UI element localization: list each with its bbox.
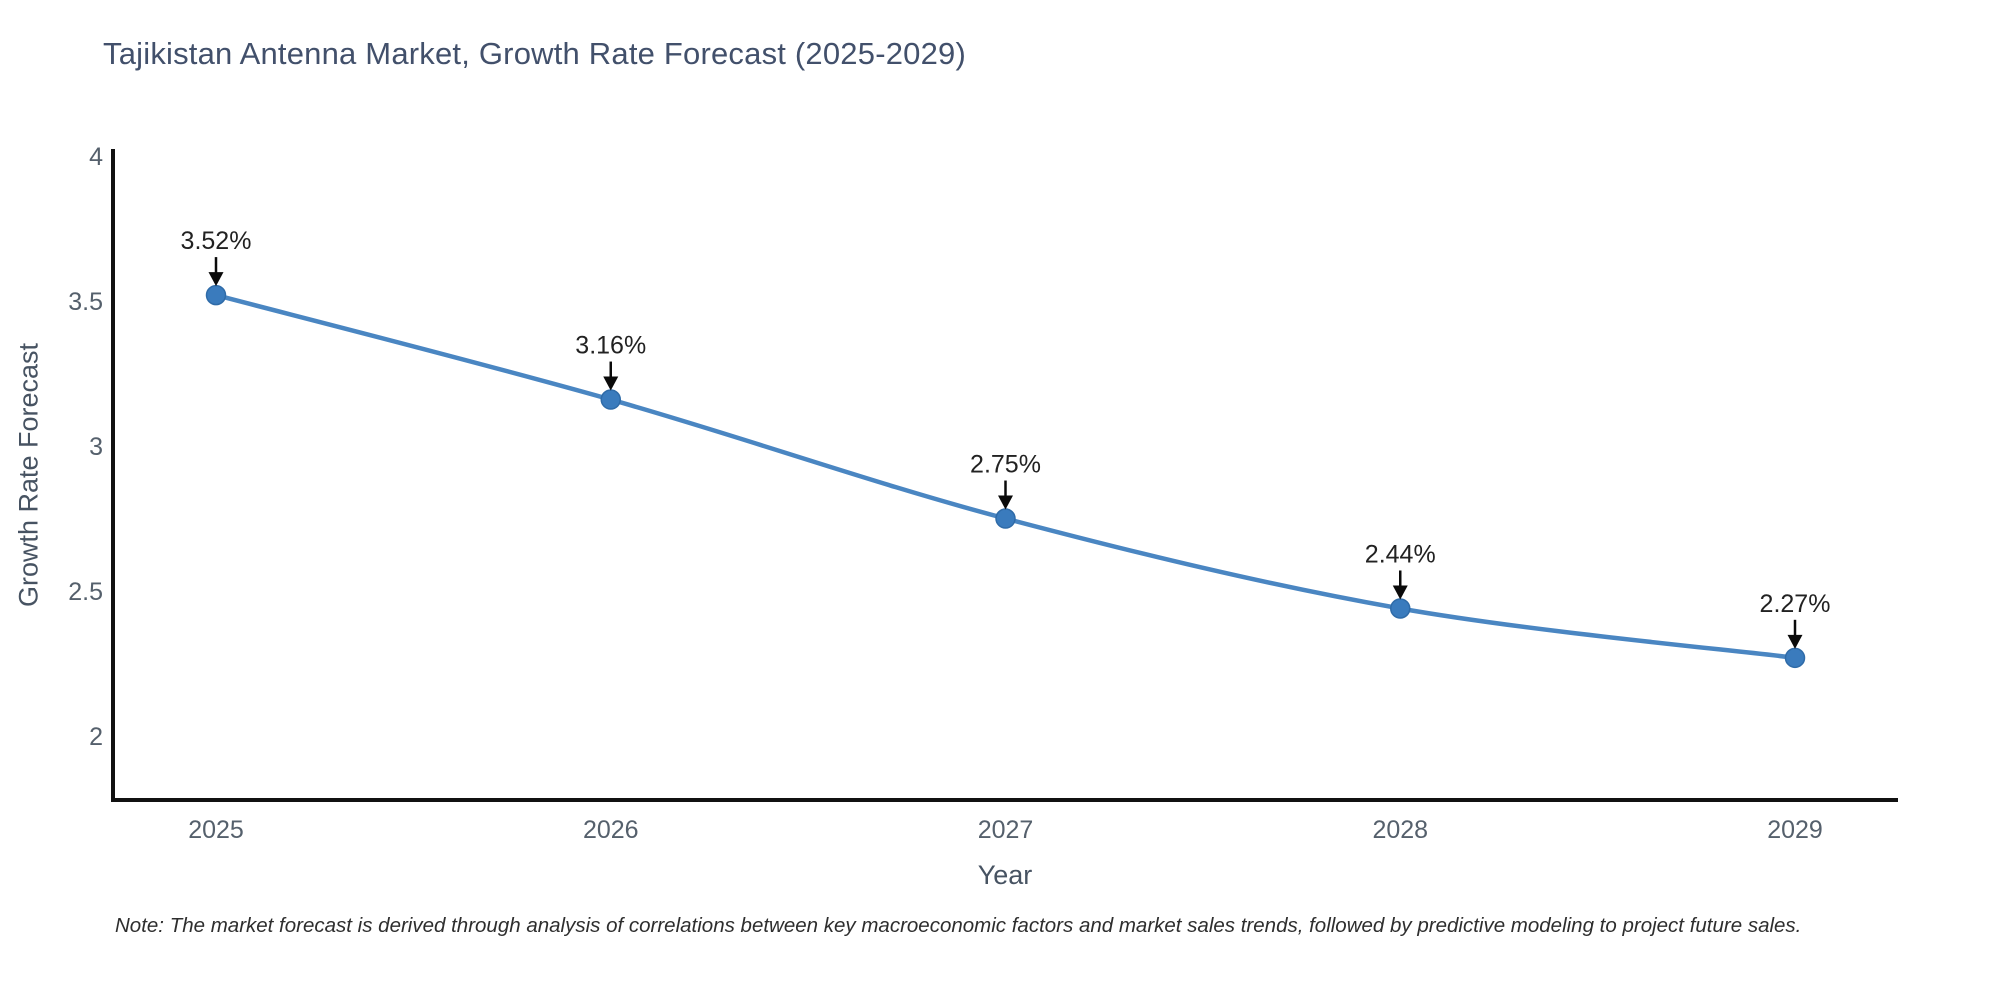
y-tick-label: 3 bbox=[89, 433, 103, 461]
annotation-label: 3.52% bbox=[181, 227, 252, 255]
annotation-arrow-head bbox=[603, 376, 619, 391]
x-tick-label: 2027 bbox=[978, 816, 1034, 844]
annotation-label: 2.27% bbox=[1760, 590, 1831, 618]
annotation-arrow-head bbox=[998, 495, 1013, 510]
data-point-marker bbox=[1784, 647, 1806, 669]
y-tick-label: 4 bbox=[89, 143, 103, 171]
annotation-arrow-head bbox=[1787, 634, 1803, 649]
data-point-marker bbox=[995, 508, 1016, 529]
annotation-arrow-head bbox=[1392, 585, 1408, 600]
x-tick-label: 2029 bbox=[1767, 816, 1823, 844]
chart-title: Tajikistan Antenna Market, Growth Rate F… bbox=[103, 36, 966, 71]
x-tick-label: 2025 bbox=[188, 816, 244, 844]
footnote: Note: The market forecast is derived thr… bbox=[115, 914, 1802, 937]
data-point-marker bbox=[205, 284, 227, 306]
x-axis-title: Year bbox=[977, 860, 1033, 890]
y-tick-label: 2.5 bbox=[68, 578, 103, 606]
annotation-label: 2.44% bbox=[1365, 540, 1436, 568]
y-tick-label: 2 bbox=[89, 723, 103, 751]
annotation-label: 3.16% bbox=[575, 332, 646, 360]
y-tick-label: 3.5 bbox=[68, 288, 103, 316]
annotation-arrow-head bbox=[208, 272, 224, 287]
annotation-label: 2.75% bbox=[970, 451, 1041, 479]
data-point-marker bbox=[600, 389, 621, 410]
data-point-marker bbox=[1390, 598, 1411, 619]
x-tick-label: 2026 bbox=[583, 816, 639, 844]
x-tick-label: 2028 bbox=[1372, 816, 1428, 844]
